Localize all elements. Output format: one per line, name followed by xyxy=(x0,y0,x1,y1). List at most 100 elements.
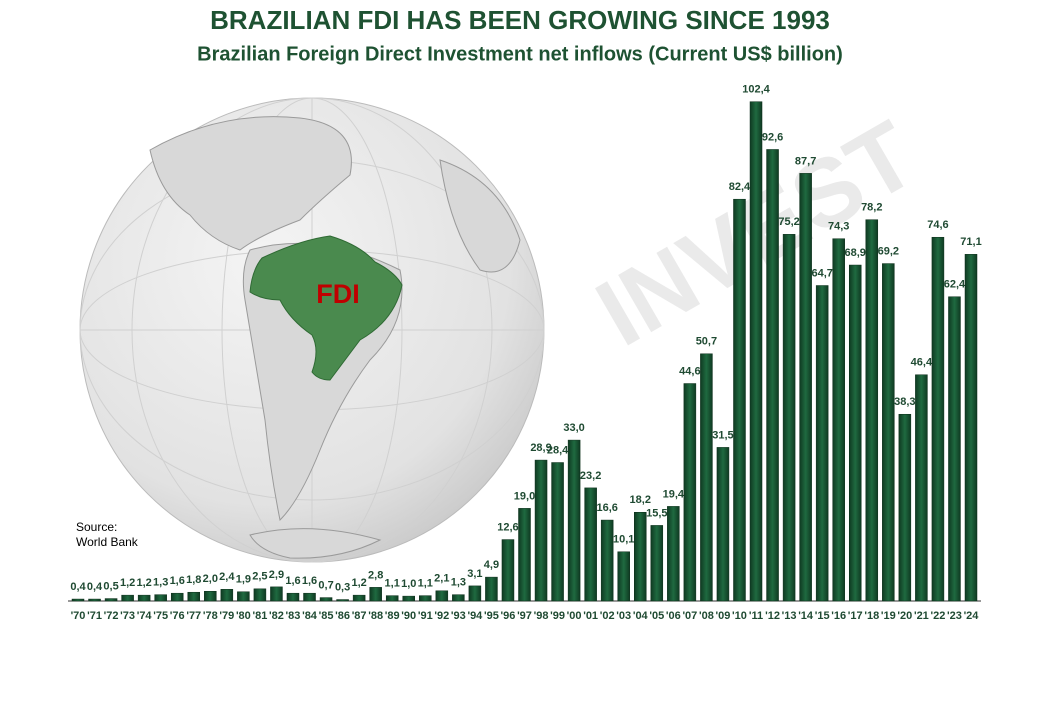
bar xyxy=(121,594,134,602)
value-label: 0,4 xyxy=(87,581,103,593)
bar xyxy=(964,254,978,602)
value-label: 1,6 xyxy=(285,575,300,587)
x-tick-label: '78 xyxy=(203,610,218,622)
x-tick-label: '74 xyxy=(137,610,153,622)
bar xyxy=(766,149,779,602)
value-label: 2,8 xyxy=(368,569,383,581)
x-tick-label: '94 xyxy=(467,610,483,622)
bar xyxy=(286,592,300,602)
value-label: 1,3 xyxy=(451,577,466,589)
value-label: 2,5 xyxy=(252,571,267,583)
value-label: 92,6 xyxy=(762,131,783,143)
value-label: 19,0 xyxy=(514,490,535,502)
source-note: Source: World Bank xyxy=(76,520,139,549)
value-label: 2,1 xyxy=(434,573,449,585)
x-tick-label: '06 xyxy=(666,610,681,622)
bar xyxy=(551,462,564,602)
bar xyxy=(220,589,234,602)
value-label: 1,1 xyxy=(418,578,433,590)
bar xyxy=(782,234,796,602)
globe xyxy=(79,97,545,563)
value-label: 74,3 xyxy=(828,221,849,233)
value-label: 1,6 xyxy=(302,575,317,587)
value-label: 1,1 xyxy=(385,578,400,590)
bar xyxy=(104,598,118,602)
x-tick-label: '83 xyxy=(286,610,301,622)
x-tick-label: '89 xyxy=(385,610,400,622)
bar xyxy=(501,539,515,602)
x-tick-label: '96 xyxy=(501,610,516,622)
bar xyxy=(832,238,845,602)
x-tick-label: '24 xyxy=(964,610,980,622)
bar xyxy=(915,374,928,602)
chart-title: BRAZILIAN FDI HAS BEEN GROWING SINCE 199… xyxy=(210,5,830,35)
x-tick-label: '21 xyxy=(914,610,929,622)
x-tick-label: '72 xyxy=(104,610,119,622)
value-label: 23,2 xyxy=(580,470,601,482)
chart-subtitle: Brazilian Foreign Direct Investment net … xyxy=(197,43,843,65)
value-label: 19,4 xyxy=(663,488,685,500)
value-label: 2,0 xyxy=(203,573,218,585)
value-label: 1,2 xyxy=(351,577,366,589)
bar xyxy=(71,598,85,602)
bar xyxy=(667,506,680,602)
value-label: 68,9 xyxy=(845,247,866,259)
x-tick-label: '14 xyxy=(798,610,814,622)
bar xyxy=(948,296,961,602)
value-label: 50,7 xyxy=(696,336,717,348)
x-tick-label: '05 xyxy=(649,610,664,622)
x-tick-label: '73 xyxy=(120,610,135,622)
x-tick-label: '12 xyxy=(765,610,780,622)
bar xyxy=(452,594,465,602)
value-label: 18,2 xyxy=(630,494,651,506)
bar xyxy=(402,595,415,602)
value-label: 82,4 xyxy=(729,181,751,193)
x-tick-label: '03 xyxy=(616,610,631,622)
x-tick-label: '85 xyxy=(319,610,334,622)
x-tick-label: '00 xyxy=(567,610,582,622)
bar xyxy=(485,576,498,602)
x-tick-label: '97 xyxy=(517,610,532,622)
bar xyxy=(319,597,333,602)
x-tick-label: '82 xyxy=(269,610,284,622)
value-label: 0,7 xyxy=(318,579,333,591)
bar xyxy=(882,263,895,602)
bar xyxy=(799,173,812,602)
value-label: 74,6 xyxy=(927,219,948,231)
x-tick-label: '01 xyxy=(583,610,598,622)
value-label: 62,4 xyxy=(944,279,966,291)
x-tick-label: '98 xyxy=(534,610,549,622)
x-tick-label: '16 xyxy=(831,610,846,622)
value-label: 31,5 xyxy=(712,429,733,441)
bar xyxy=(154,594,167,602)
bar xyxy=(170,592,184,602)
value-label: 1,2 xyxy=(136,577,151,589)
bar xyxy=(336,599,349,602)
x-tick-label: '04 xyxy=(633,610,649,622)
value-label: 46,4 xyxy=(911,357,933,369)
x-tick-label: '18 xyxy=(864,610,879,622)
value-label: 16,6 xyxy=(596,502,617,514)
value-label: 78,2 xyxy=(861,202,882,214)
bar xyxy=(237,591,250,602)
value-label: 2,4 xyxy=(219,571,235,583)
x-tick-label: '22 xyxy=(930,610,945,622)
value-label: 28,9 xyxy=(530,442,551,454)
bar xyxy=(700,353,713,602)
value-label: 2,9 xyxy=(269,569,284,581)
value-label: 102,4 xyxy=(742,84,770,96)
value-label: 28,4 xyxy=(547,444,569,456)
bar xyxy=(187,591,201,602)
x-tick-label: '95 xyxy=(484,610,499,622)
bar xyxy=(419,595,432,602)
x-tick-label: '84 xyxy=(302,610,318,622)
bar xyxy=(815,285,829,602)
bar xyxy=(253,588,267,602)
x-tick-label: '99 xyxy=(550,610,565,622)
value-label: 71,1 xyxy=(960,236,981,248)
x-tick-label: '15 xyxy=(815,610,830,622)
bar xyxy=(303,592,316,602)
bar xyxy=(137,594,151,602)
value-label: 33,0 xyxy=(563,422,584,434)
